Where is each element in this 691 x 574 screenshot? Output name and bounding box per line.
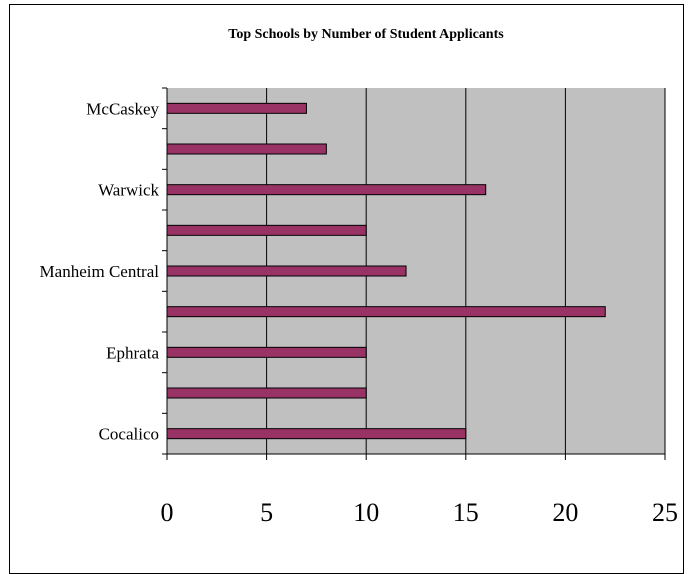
category-label: Ephrata — [106, 343, 159, 362]
tick-labels: 0 5 10 15 20 25 — [161, 498, 679, 527]
bar-ephrata — [166, 346, 367, 358]
category-label: Manheim Central — [40, 262, 160, 281]
bar-bar-1 — [166, 387, 367, 399]
bar-chart: Top Schools by Number of Student Applica… — [40, 27, 679, 527]
bar-manheim-central — [166, 265, 407, 277]
bar-bar-3 — [166, 306, 606, 318]
x-tick-label: 10 — [353, 498, 379, 527]
x-tick-label: 5 — [260, 498, 273, 527]
bar-mccaskey — [166, 102, 307, 114]
x-tick-label: 15 — [453, 498, 479, 527]
bar-bar-5 — [166, 224, 367, 236]
category-label: Warwick — [98, 181, 159, 200]
x-tick-label: 20 — [552, 498, 578, 527]
bar-bar-7 — [166, 143, 327, 155]
category-label: McCaskey — [86, 99, 159, 118]
x-tick-label: 0 — [161, 498, 174, 527]
bar-warwick — [166, 184, 487, 196]
category-labels: Cocalico Ephrata Manheim Central Warwick McC… — [40, 99, 160, 443]
chart-title: Top Schools by Number of Student Applica… — [228, 27, 504, 42]
category-label: Cocalico — [99, 425, 159, 444]
x-tick-label: 25 — [652, 498, 678, 527]
axes — [162, 87, 666, 460]
bar-cocalico — [166, 428, 467, 440]
